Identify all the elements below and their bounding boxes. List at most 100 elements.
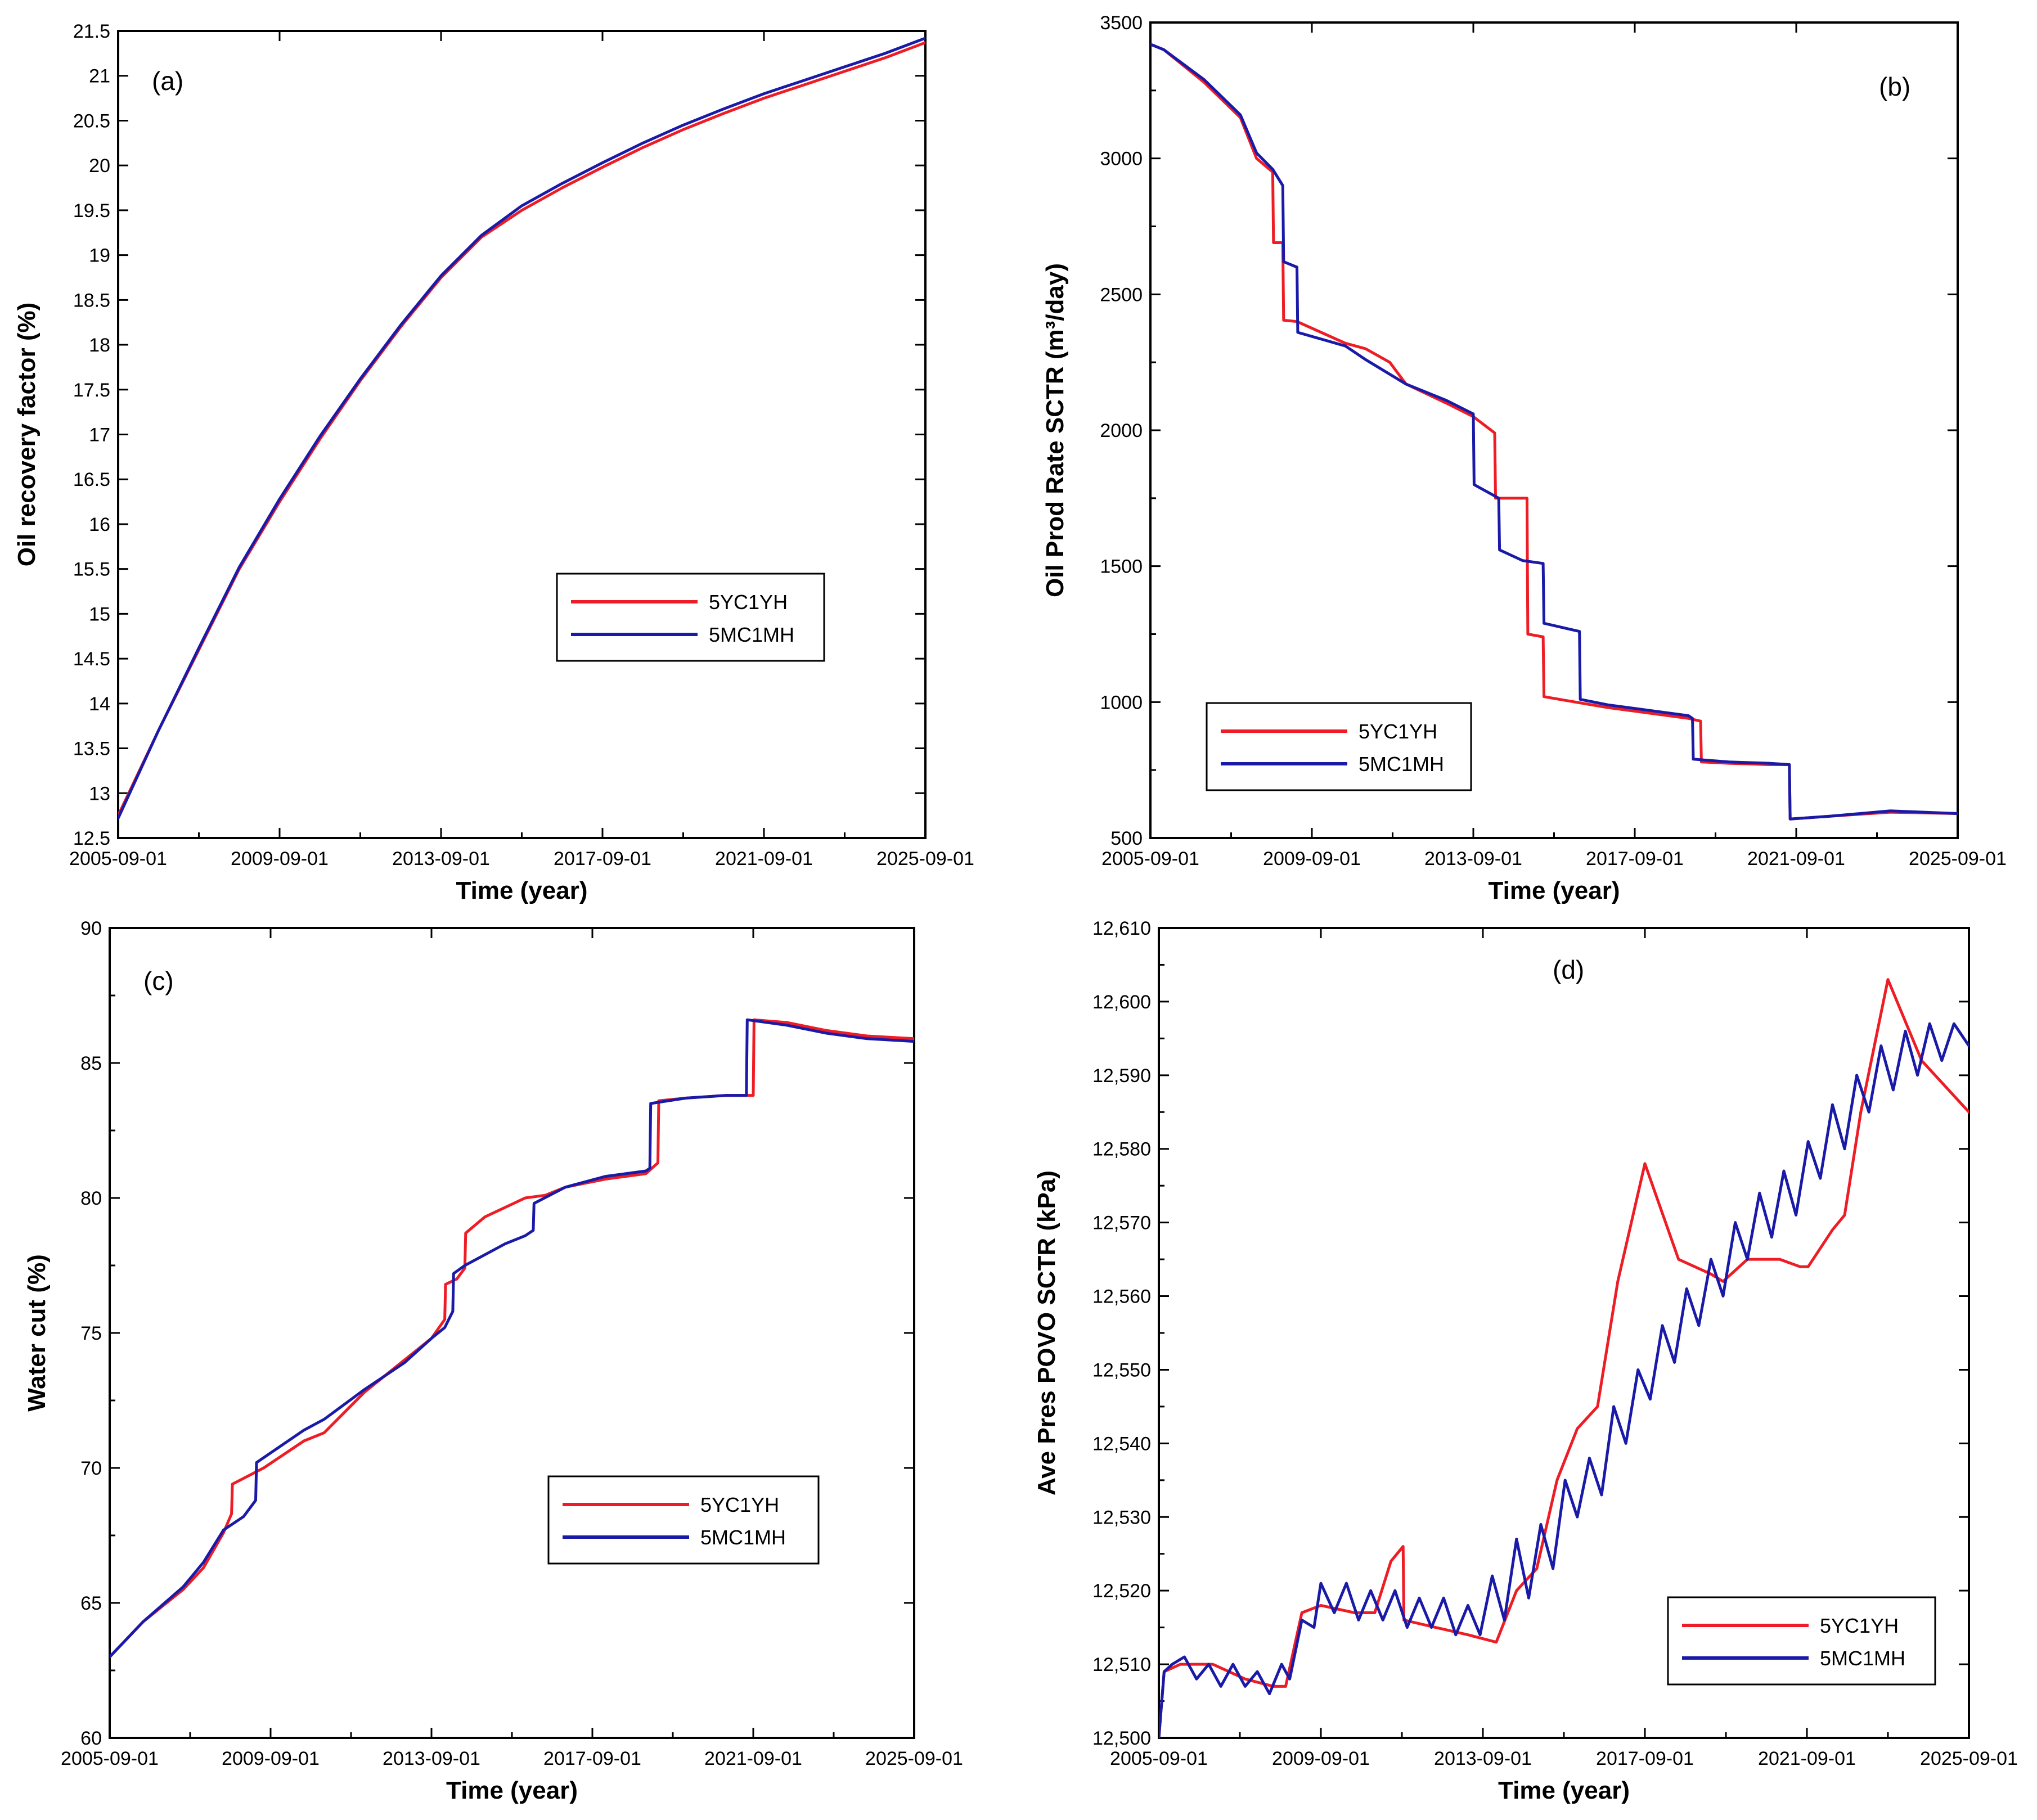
y-tick-label: 19 <box>89 245 110 267</box>
x-tick-label: 2005-09-01 <box>1101 848 1199 870</box>
x-axis-title: Time (year) <box>446 1777 578 1804</box>
series-line-5mc1mh <box>110 1018 914 1659</box>
y-tick-label: 12,610 <box>1092 918 1151 939</box>
legend-label: 5MC1MH <box>1359 753 1444 776</box>
y-tick-label: 1000 <box>1100 692 1143 713</box>
plot-frame <box>117 30 927 839</box>
legend-label: 5YC1YH <box>709 591 788 614</box>
y-tick-label: 3000 <box>1100 148 1143 170</box>
x-tick-label: 2017-09-01 <box>554 848 651 870</box>
legend: 5YC1YH 5MC1MH <box>547 1475 820 1565</box>
legend: 5YC1YH 5MC1MH <box>1206 702 1472 791</box>
y-tick-label: 12,550 <box>1092 1359 1151 1381</box>
x-tick-label: 2009-09-01 <box>231 848 329 870</box>
x-tick-label: 2025-09-01 <box>876 848 974 870</box>
legend-label: 5YC1YH <box>1820 1614 1899 1637</box>
y-tick-label: 17 <box>89 425 110 446</box>
y-tick-label: 13.5 <box>73 738 110 760</box>
x-tick-label: 2025-09-01 <box>1920 1748 2018 1769</box>
panel-d: 12,500 12,510 12,520 12,530 12,540 12,550 12,5… <box>1033 918 2018 1804</box>
panel-label: (d) <box>1553 955 1584 984</box>
legend-label: 5YC1YH <box>1359 720 1437 743</box>
x-axis-title: Time (year) <box>1498 1777 1630 1804</box>
panel-label: (c) <box>143 966 174 995</box>
y-tick-label: 21 <box>89 66 110 87</box>
y-tick-label: 65 <box>80 1593 102 1614</box>
y-tick-label: 16.5 <box>73 469 110 490</box>
legend: 5YC1YH 5MC1MH <box>1667 1596 1936 1686</box>
y-tick-label: 12,510 <box>1092 1654 1151 1675</box>
x-tick-label: 2013-09-01 <box>392 848 490 870</box>
legend-box <box>547 1475 820 1565</box>
series-line-5mc1mh <box>1159 1022 1969 1738</box>
x-tick-label: 2009-09-01 <box>222 1748 320 1769</box>
series-line-5mc1mh <box>1150 43 1958 821</box>
series-line-5yc1yh <box>118 41 925 817</box>
y-tick-label: 12,560 <box>1092 1286 1151 1308</box>
x-tick-label: 2013-09-01 <box>1434 1748 1532 1769</box>
x-tick-label: 2005-09-01 <box>1110 1748 1208 1769</box>
panel-c: 60 65 70 75 80 85 90 2005-09-01 2009-09-01 2013-0… <box>23 918 963 1804</box>
legend-label: 5MC1MH <box>1820 1647 1905 1670</box>
legend-label: 5YC1YH <box>700 1493 779 1516</box>
x-axis-title: Time (year) <box>456 877 588 904</box>
y-tick-label: 18 <box>89 335 110 356</box>
x-tick-label: 2009-09-01 <box>1272 1748 1370 1769</box>
y-tick-label: 21.5 <box>73 21 110 42</box>
y-tick-label: 2000 <box>1100 420 1143 442</box>
panel-label: (a) <box>152 66 183 96</box>
x-tick-label: 2025-09-01 <box>865 1748 963 1769</box>
y-tick-label: 12,590 <box>1092 1065 1151 1087</box>
y-tick-label: 12,580 <box>1092 1139 1151 1160</box>
y-tick-label: 14 <box>89 693 110 715</box>
y-tick-label: 60 <box>80 1728 102 1749</box>
x-axis-title: Time (year) <box>1489 877 1620 904</box>
plot-frame <box>109 927 915 1739</box>
y-tick-label: 18.5 <box>73 290 110 311</box>
y-tick-label: 14.5 <box>73 648 110 670</box>
y-tick-label: 12,540 <box>1092 1433 1151 1454</box>
y-tick-label: 12,520 <box>1092 1580 1151 1602</box>
x-tick-label: 2021-09-01 <box>715 848 813 870</box>
x-tick-label: 2017-09-01 <box>1586 848 1684 870</box>
x-tick-label: 2005-09-01 <box>69 848 167 870</box>
y-axis-title: Water cut (%) <box>23 1254 51 1412</box>
y-tick-label: 75 <box>80 1323 102 1344</box>
y-axis-title: Oil Prod Rate SCTR (m³/day) <box>1041 263 1069 597</box>
x-tick-label: 2025-09-01 <box>1909 848 2007 870</box>
y-tick-label: 12,500 <box>1092 1728 1151 1749</box>
legend: 5YC1YH 5MC1MH <box>556 573 825 662</box>
y-tick-label: 80 <box>80 1188 102 1209</box>
x-tick-label: 2013-09-01 <box>383 1748 480 1769</box>
legend-box <box>1667 1596 1936 1686</box>
y-tick-label: 17.5 <box>73 380 110 401</box>
y-tick-label: 90 <box>80 918 102 939</box>
x-tick-label: 2021-09-01 <box>1747 848 1845 870</box>
legend-box <box>1206 702 1472 791</box>
y-tick-label: 2500 <box>1100 284 1143 305</box>
y-tick-label: 20 <box>89 155 110 177</box>
y-tick-label: 12.5 <box>73 828 110 849</box>
panel-b: 500 1000 1500 2000 2500 3000 3500 2005-09-01 200… <box>1041 12 2007 904</box>
series-line-5mc1mh <box>118 37 925 820</box>
y-tick-label: 15 <box>89 603 110 625</box>
y-tick-label: 19.5 <box>73 200 110 222</box>
y-tick-label: 16 <box>89 514 110 535</box>
x-tick-label: 2017-09-01 <box>1596 1748 1694 1769</box>
y-tick-label: 70 <box>80 1458 102 1479</box>
x-tick-label: 2013-09-01 <box>1424 848 1522 870</box>
y-tick-label: 12,600 <box>1092 992 1151 1013</box>
series-line-5yc1yh <box>1159 978 1969 1738</box>
y-tick-label: 500 <box>1110 828 1143 849</box>
legend-label: 5MC1MH <box>709 623 794 646</box>
legend-label: 5MC1MH <box>700 1526 786 1549</box>
y-axis-title: Oil recovery factor (%) <box>13 303 41 567</box>
x-tick-label: 2021-09-01 <box>1758 1748 1856 1769</box>
x-tick-label: 2017-09-01 <box>543 1748 641 1769</box>
y-tick-label: 3500 <box>1100 12 1143 34</box>
y-tick-label: 12,570 <box>1092 1213 1151 1234</box>
panel-a: 12.5 13 13.5 14 14.5 15 15.5 16 16.5 17 17.5 18 18.5… <box>13 21 974 904</box>
y-tick-label: 1500 <box>1100 556 1143 578</box>
legend-box <box>556 573 825 662</box>
